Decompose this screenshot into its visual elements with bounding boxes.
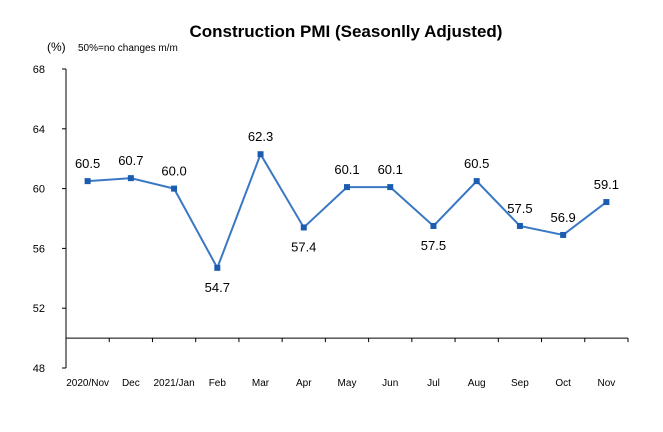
x-tick-label: Aug (468, 378, 486, 389)
data-point (127, 175, 134, 182)
data-label: 54.7 (205, 280, 230, 295)
y-axis-ticks: 48 52 56 60 64 68 (33, 64, 66, 375)
data-point (171, 185, 178, 192)
x-tick-label: Dec (122, 378, 140, 389)
chart-note: 50%=no changes m/m (78, 43, 178, 54)
x-tick-label: Feb (209, 378, 227, 389)
data-label: 59.1 (594, 177, 619, 192)
data-labels: 60.5 60.7 60.0 54.7 62.3 57.4 60.1 60.1 57.5 60.5… (75, 129, 619, 295)
data-point (603, 199, 610, 206)
data-point (516, 222, 523, 229)
y-tick-label: 56 (33, 243, 45, 255)
data-label: 60.1 (334, 162, 359, 177)
x-tick-label: Mar (252, 378, 270, 389)
y-tick-label: 60 (33, 184, 45, 196)
data-label: 60.5 (75, 156, 100, 171)
data-point (300, 224, 307, 231)
x-tick-label: Nov (597, 378, 615, 389)
x-tick-label: Oct (555, 378, 571, 389)
x-axis-ticks: 2020/Nov Dec 2021/Jan Feb Mar Apr May Jun Jul Aug… (66, 338, 629, 389)
y-tick-label: 48 (33, 363, 45, 375)
chart-title: Construction PMI (Seasonlly Adjusted) (190, 22, 503, 41)
data-label: 60.0 (161, 164, 186, 179)
data-label: 57.5 (421, 238, 446, 253)
x-tick-label: Jun (382, 378, 398, 389)
data-point (214, 264, 221, 271)
y-unit-label: (%) (47, 40, 66, 54)
data-label: 60.5 (464, 156, 489, 171)
y-tick-label: 64 (33, 124, 45, 136)
data-point (430, 222, 437, 229)
x-tick-label: Jul (427, 378, 440, 389)
data-label: 60.1 (378, 162, 403, 177)
data-label: 62.3 (248, 129, 273, 144)
data-label: 60.7 (118, 153, 143, 168)
x-tick-label: 2020/Nov (66, 378, 109, 389)
data-markers (84, 151, 610, 271)
x-tick-label: May (338, 378, 357, 389)
data-label: 56.9 (550, 210, 575, 225)
data-point (473, 178, 480, 185)
x-tick-label: Sep (511, 378, 529, 389)
data-point (257, 151, 264, 158)
x-tick-label: 2021/Jan (153, 378, 194, 389)
y-tick-label: 52 (33, 303, 45, 315)
data-point (344, 184, 350, 191)
data-point (84, 178, 91, 185)
data-point (387, 184, 394, 191)
data-label: 57.4 (291, 239, 316, 254)
x-tick-label: Apr (296, 378, 312, 389)
data-point (560, 231, 567, 238)
axes (65, 69, 628, 368)
y-tick-label: 68 (33, 64, 45, 76)
data-label: 57.5 (507, 201, 532, 216)
